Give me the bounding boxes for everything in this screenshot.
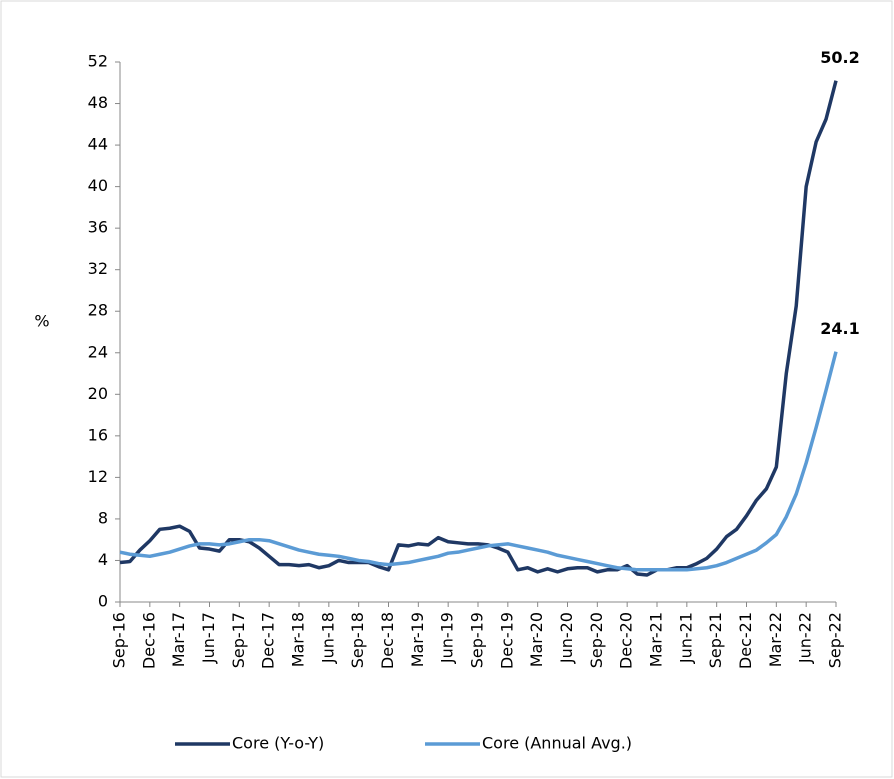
y-tick-label: 20 [88,384,108,403]
x-tick-label: Jun-17 [199,612,218,664]
x-tick-label: Dec-21 [736,612,755,669]
x-tick-label: Sep-19 [468,612,487,668]
x-tick-label: Jun-20 [557,612,576,664]
x-tick-label: Dec-17 [259,612,278,669]
y-tick-label: 28 [88,301,108,320]
y-tick-label: 36 [88,218,108,237]
x-tick-label: Sep-22 [826,612,845,668]
y-tick-label: 48 [88,93,108,112]
x-tick-label: Jun-18 [318,612,337,664]
x-tick-label: Jun-22 [796,612,815,664]
x-tick-label: Sep-21 [706,612,725,668]
data-label: 24.1 [820,319,859,338]
x-tick-label: Sep-20 [587,612,606,668]
y-tick-label: 32 [88,259,108,278]
line-series [119,80,838,577]
y-tick-label: 0 [98,592,108,611]
data-label: 50.2 [820,48,859,67]
legend-label: Core (Annual Avg.) [482,734,632,753]
x-tick-label: Jun-21 [676,612,695,664]
x-tick-label: Dec-19 [497,612,516,669]
y-tick-label: 24 [88,342,108,361]
y-tick-label: 40 [88,176,108,195]
x-tick-label: Mar-21 [647,612,666,667]
y-tick-label: 8 [98,508,108,527]
y-tick-label: 4 [98,550,108,569]
x-tick-label: Mar-22 [766,612,785,667]
x-tick-label: Sep-18 [348,612,367,668]
x-tick-label: Mar-20 [527,612,546,667]
legend-label: Core (Y-o-Y) [232,734,324,753]
y-tick-label: 16 [88,425,108,444]
x-tick-label: Sep-16 [110,612,129,668]
x-tick-label: Dec-16 [139,612,158,669]
y-tick-label: 44 [88,135,108,154]
x-tick-label: Mar-19 [408,612,427,667]
x-tick-label: Dec-20 [617,612,636,669]
y-axis-label: % [34,312,49,331]
x-tick-label: Mar-17 [169,612,188,667]
y-tick-label: 52 [88,52,108,71]
x-tick-label: Jun-19 [438,612,457,664]
x-tick-label: Dec-18 [378,612,397,669]
x-tick-label: Mar-18 [289,612,308,667]
y-tick-label: 12 [88,467,108,486]
line-series [119,351,838,572]
x-tick-label: Sep-17 [229,612,248,668]
